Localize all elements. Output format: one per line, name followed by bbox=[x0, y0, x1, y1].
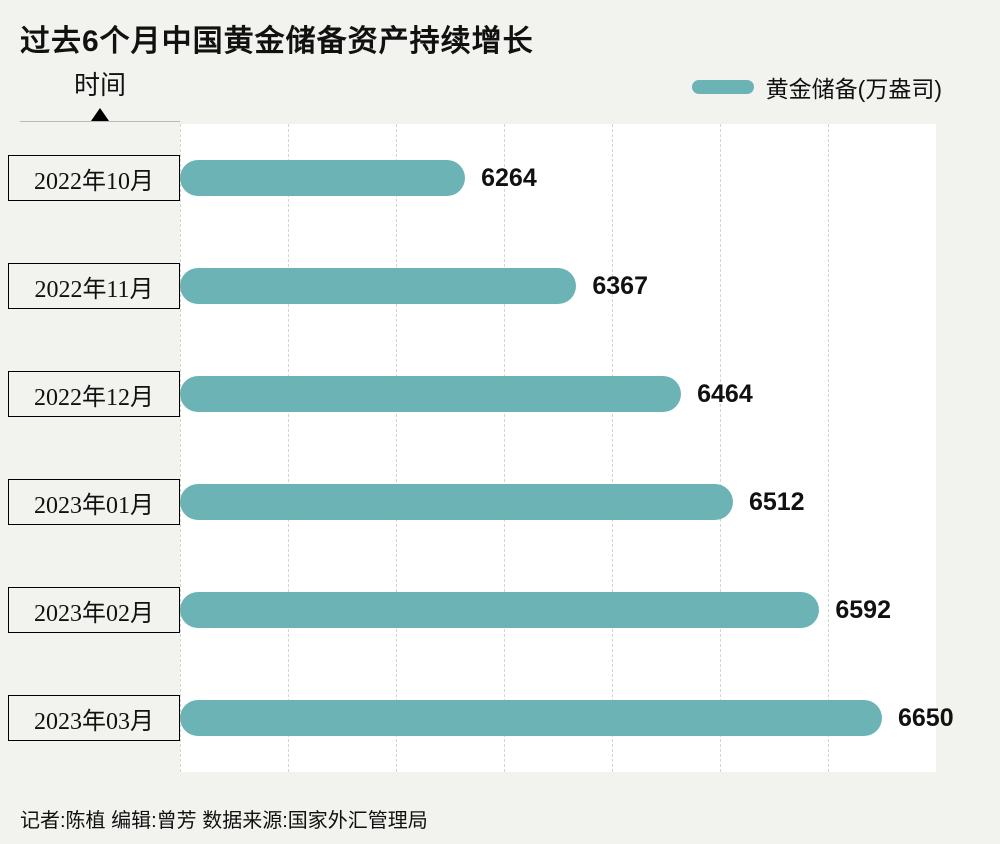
bar bbox=[180, 160, 466, 196]
gridline bbox=[828, 124, 829, 772]
value-label: 6592 bbox=[835, 595, 891, 624]
y-axis-label-block: 时间 bbox=[20, 65, 180, 122]
category-label: 2023年01月 bbox=[8, 479, 180, 525]
plot-area bbox=[180, 124, 936, 772]
category-label: 2022年10月 bbox=[8, 155, 180, 201]
category-label: 2023年03月 bbox=[8, 695, 180, 741]
bar bbox=[180, 700, 882, 736]
value-label: 6367 bbox=[592, 271, 648, 300]
gridline bbox=[720, 124, 721, 772]
bar bbox=[180, 484, 733, 520]
value-label: 6650 bbox=[898, 703, 954, 732]
legend-label: 黄金储备(万盎司) bbox=[765, 76, 942, 102]
bar bbox=[180, 592, 820, 628]
chart-row: 2022年12月 6464 bbox=[0, 340, 1000, 448]
chart-area: 2022年10月 6264 2022年11月 6367 2022年12月 646… bbox=[0, 124, 1000, 772]
gridline bbox=[504, 124, 505, 772]
category-label: 2022年12月 bbox=[8, 371, 180, 417]
chart-header: 时间 黄金储备(万盎司) bbox=[0, 70, 1000, 122]
value-label: 6512 bbox=[748, 487, 805, 516]
gridline bbox=[396, 124, 397, 772]
source-footer: 记者:陈植 编辑:曾芳 数据来源:国家外汇管理局 bbox=[20, 810, 428, 832]
chart-row: 2023年01月 6512 bbox=[0, 448, 1000, 556]
chart-row: 2022年11月 6367 bbox=[0, 232, 1000, 340]
value-label: 6264 bbox=[481, 163, 537, 192]
bar bbox=[180, 268, 577, 304]
chart-row: 2023年02月 6592 bbox=[0, 556, 1000, 664]
bar bbox=[180, 376, 682, 412]
legend: 黄金储备(万盎司) bbox=[691, 70, 942, 104]
category-label: 2022年11月 bbox=[8, 263, 180, 309]
gridline bbox=[612, 124, 613, 772]
chart-row: 2022年10月 6264 bbox=[0, 124, 1000, 232]
chart-rows: 2022年10月 6264 2022年11月 6367 2022年12月 646… bbox=[0, 124, 1000, 772]
value-label: 6464 bbox=[697, 379, 753, 408]
chart-title: 过去6个月中国黄金储备资产持续增长 bbox=[20, 25, 534, 58]
gridline bbox=[288, 124, 289, 772]
legend-swatch-icon bbox=[691, 80, 754, 94]
axis-arrow-icon bbox=[91, 108, 109, 121]
category-label: 2023年02月 bbox=[8, 587, 180, 633]
chart-row: 2023年03月 6650 bbox=[0, 664, 1000, 772]
gridline bbox=[180, 124, 181, 772]
y-axis-label: 时间 bbox=[73, 70, 126, 100]
